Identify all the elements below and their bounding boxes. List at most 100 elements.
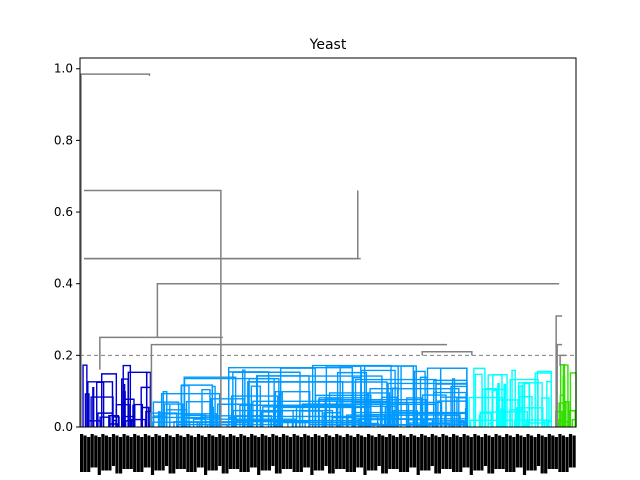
cluster-link	[274, 405, 398, 427]
leaf-label	[441, 434, 445, 469]
leaf-label	[108, 437, 112, 471]
cluster-link	[358, 418, 386, 427]
leaf-label	[292, 434, 296, 472]
leaf-label	[97, 437, 101, 475]
cluster-link	[145, 371, 152, 427]
leaf-label	[147, 435, 151, 468]
leaf-label	[175, 434, 179, 469]
leaf-label	[257, 437, 261, 475]
cluster-link	[99, 416, 111, 427]
leaf-label	[306, 435, 310, 468]
cluster-link	[157, 411, 161, 427]
leaf-label	[186, 434, 190, 472]
cluster-link	[216, 403, 251, 427]
leaf-label	[377, 434, 381, 466]
leaf-label	[391, 435, 395, 469]
leaf-label	[547, 434, 551, 469]
leaf-label	[317, 435, 321, 471]
leaf-label	[349, 435, 353, 472]
leaf-label	[494, 434, 498, 469]
cluster-link	[524, 424, 528, 427]
leaf-label	[370, 435, 374, 471]
leaf-label	[253, 435, 257, 468]
y-tick-label: 1.0	[54, 62, 73, 76]
cluster-link	[96, 381, 105, 427]
leaf-label	[260, 434, 264, 471]
cluster-link	[121, 378, 129, 427]
leaf-label	[214, 437, 218, 471]
leaf-label	[328, 435, 332, 474]
leaf-label	[558, 434, 562, 472]
leaf-label	[140, 437, 144, 472]
cluster-link	[487, 374, 503, 427]
leaf-label	[250, 434, 254, 468]
leaf-label	[526, 434, 530, 471]
leaf-label	[384, 437, 388, 474]
cluster-link	[519, 385, 523, 427]
leaf-label	[469, 437, 473, 475]
cluster-link	[130, 418, 147, 427]
merge-link	[80, 73, 151, 427]
leaf-label	[235, 437, 240, 469]
leaf-label	[161, 437, 165, 471]
leaf-label	[462, 434, 466, 468]
cluster-link	[393, 410, 418, 427]
y-tick-label: 0.0	[54, 420, 73, 434]
leaf-label	[508, 435, 512, 472]
cluster-link	[318, 397, 366, 427]
leaf-label	[87, 437, 91, 472]
cluster-link	[474, 373, 483, 427]
leaf-label	[189, 435, 193, 472]
leaf-label	[136, 435, 140, 472]
leaf-label	[572, 435, 576, 468]
cluster-link	[151, 421, 219, 427]
leaf-label	[498, 435, 502, 469]
merge-link	[556, 343, 563, 427]
leaf-label	[168, 435, 172, 474]
leaf-label	[554, 437, 558, 469]
leaf-label	[80, 434, 84, 472]
cluster-link	[500, 408, 504, 427]
y-tick-label: 0.6	[54, 205, 73, 219]
cluster-link	[228, 371, 270, 427]
leaf-label	[324, 434, 328, 466]
leaf-label	[522, 437, 527, 475]
cluster-link	[255, 375, 310, 427]
merge-link	[150, 343, 448, 427]
leaf-label	[512, 437, 516, 472]
leaf-label	[246, 437, 250, 472]
leaf-label	[405, 437, 410, 472]
leaf-label	[232, 435, 236, 469]
leaf-label	[568, 434, 573, 468]
cluster-link	[211, 385, 216, 427]
leaf-label	[296, 435, 300, 472]
y-axis: 0.0 0.2 0.4 0.6 0.8 1.0	[54, 62, 80, 434]
leaf-label	[196, 434, 201, 468]
leaf-label	[519, 435, 523, 468]
cluster-link	[336, 371, 368, 427]
leaf-label	[313, 434, 317, 471]
cluster-link	[309, 423, 371, 427]
leaf-label	[466, 435, 470, 468]
leaf-label	[565, 437, 569, 472]
leaf-label	[281, 434, 286, 469]
cluster-link	[122, 391, 126, 427]
cluster-link	[413, 370, 426, 427]
leaf-label	[374, 437, 378, 471]
leaf-label	[491, 437, 495, 474]
leaf-label	[459, 437, 463, 472]
leaf-label	[165, 434, 169, 466]
cluster-link	[252, 400, 382, 427]
leaf-label	[455, 435, 459, 472]
leaf-label	[133, 434, 137, 472]
cluster-link	[419, 376, 429, 427]
leaf-label	[413, 435, 417, 468]
leaf-label	[111, 434, 116, 466]
leaf-label	[193, 437, 197, 472]
cluster-link	[451, 378, 456, 427]
leaf-label	[182, 437, 186, 469]
leaf-label	[157, 435, 162, 471]
leaf-label	[94, 435, 98, 468]
leaf-label	[381, 435, 385, 474]
